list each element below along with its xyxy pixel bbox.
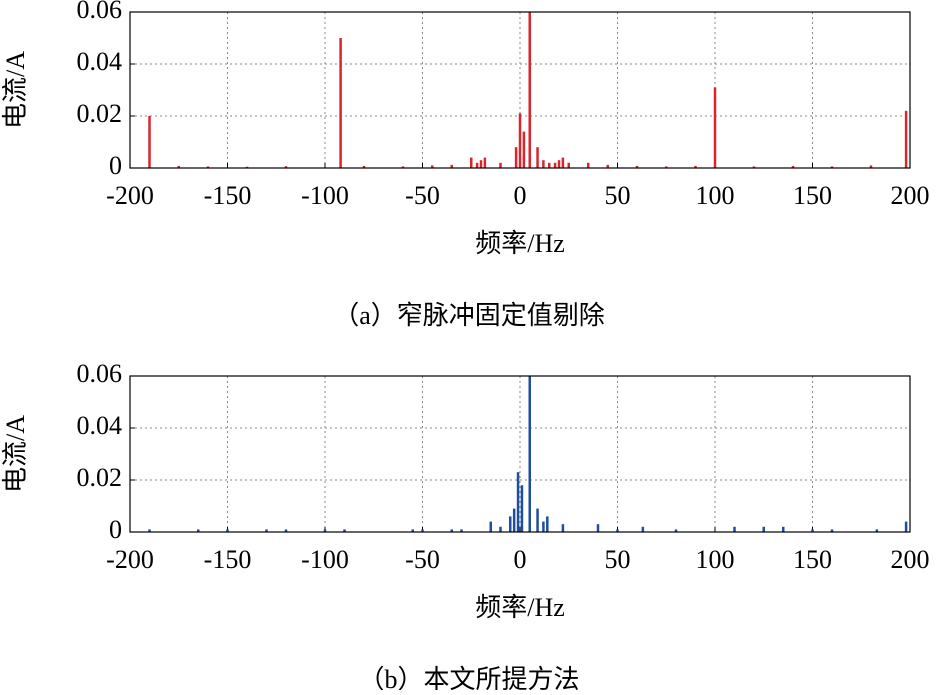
y-tick-label: 0.06 xyxy=(77,359,123,388)
plot-frame xyxy=(129,375,911,533)
x-tick-label: -200 xyxy=(106,181,154,210)
x-axis-label: 频率/Hz xyxy=(475,593,565,622)
y-tick-label: 0.02 xyxy=(77,99,123,128)
y-axis-label: 电流/A xyxy=(1,51,30,129)
y-tick-label: 0.04 xyxy=(77,47,123,76)
x-tick-label: 0 xyxy=(514,181,527,210)
x-tick-label: -50 xyxy=(405,545,440,574)
y-tick-label: 0.04 xyxy=(77,411,123,440)
y-tick-label: 0.06 xyxy=(77,0,123,24)
y-axis-label: 电流/A xyxy=(1,415,30,493)
x-tick-label: -150 xyxy=(204,181,252,210)
subplot: -200 -150 -100 -50 0 50 100 150 200 0 0.02 0.04 0.06… xyxy=(1,359,930,694)
x-tick-label: 50 xyxy=(605,181,631,210)
x-tick-label: 50 xyxy=(605,545,631,574)
y-tick-label: 0.02 xyxy=(77,463,123,492)
y-tick-label: 0 xyxy=(109,151,122,180)
x-tick-label: -50 xyxy=(405,181,440,210)
caption: （b）本文所提方法 xyxy=(358,665,579,690)
x-tick-label: 150 xyxy=(793,181,832,210)
x-tick-label: 150 xyxy=(793,545,832,574)
caption: （a）窄脉冲固定值剔除 xyxy=(333,301,605,330)
x-tick-label: 100 xyxy=(696,545,735,574)
subplot: -200 -150 -100 -50 0 50 100 150 200 0 0.02 0.04 0.06… xyxy=(1,0,930,330)
x-tick-label: 200 xyxy=(891,545,930,574)
x-tick-label: 100 xyxy=(696,181,735,210)
x-tick-label: -100 xyxy=(301,545,349,574)
x-tick-label: 0 xyxy=(514,545,527,574)
x-tick-label: -100 xyxy=(301,181,349,210)
plot-frame xyxy=(129,11,911,169)
x-tick-label: 200 xyxy=(891,181,930,210)
x-axis-label: 频率/Hz xyxy=(475,229,565,258)
y-tick-label: 0 xyxy=(109,515,122,544)
x-tick-label: -200 xyxy=(106,545,154,574)
x-tick-label: -150 xyxy=(204,545,252,574)
